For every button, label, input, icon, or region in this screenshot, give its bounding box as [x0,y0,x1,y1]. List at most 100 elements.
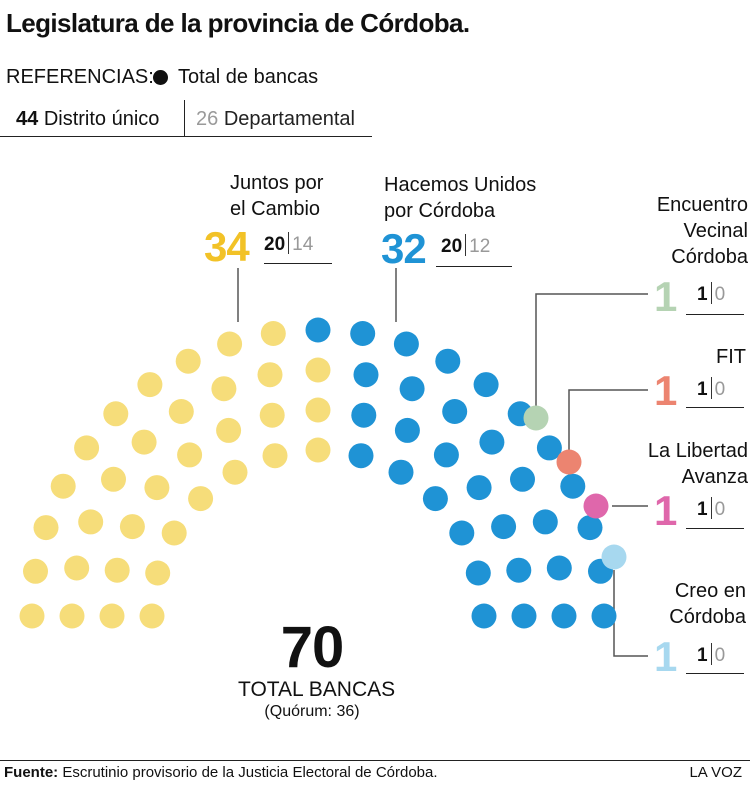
seat-juntos [104,557,130,583]
total-seats: 70 [280,615,345,680]
seat-hacemos [591,603,617,629]
departamental-juntos: 14 [292,234,314,255]
seat-juntos [103,401,129,427]
seat-hacemos [353,362,379,388]
legend-distrito: 44 Distrito único [16,108,159,131]
seat-hacemos [422,486,448,512]
footer-divider [0,760,750,761]
seat-juntos [19,603,45,629]
party-name-libertad-line1: La Libertad [647,440,748,462]
seat-hacemos [433,442,459,468]
departamental-libertad: 0 [714,499,726,520]
distrito-libertad: 1 [697,499,708,520]
party-name-hacemos-line2: por Córdoba [384,200,496,222]
seat-hacemos [551,603,577,629]
seat-juntos [161,520,187,546]
legend-total-label: Total de bancas [178,66,319,88]
seat-juntos [211,376,237,402]
seats-total-hacemos: 32 [381,225,427,272]
source-note: Fuente: Escrutinio provisorio de la Just… [4,764,438,781]
party-name-encuentro-line3: Córdoba [671,246,748,268]
departamental-hacemos: 12 [469,236,491,257]
seat-hacemos [348,443,374,469]
party-name-libertad-line2: Avanza [681,466,748,488]
seat-juntos [78,509,104,535]
seat-hacemos [506,557,532,583]
seat-juntos [168,399,194,424]
source-label: Fuente: [4,764,59,781]
seat-hacemos [465,560,491,586]
seat-hacemos [560,473,586,499]
seat-encuentro [523,405,549,431]
underline-hacemos [436,266,512,267]
legend-distrito-label: Distrito único [43,108,160,130]
party-name-libertad: La Libertad Avanza [620,438,748,490]
seat-juntos [74,435,100,461]
seat-juntos [99,603,125,629]
seat-juntos [137,372,163,398]
leader-encuentro [535,293,648,406]
seat-hacemos [388,459,414,485]
quorum-label: (Quórum: 36) [264,703,360,720]
party-name-hacemos-line1: Hacemos Unidos [384,174,537,196]
seat-creo [601,544,627,570]
seats-total-creo: 1 [654,633,677,680]
party-name-hacemos: Hacemos Unidos por Córdoba [384,172,536,224]
seat-hacemos [449,520,475,546]
seat-juntos [262,443,288,469]
total-label: TOTAL BANCAS [238,678,396,701]
party-name-juntos-line2: el Cambio [230,198,321,220]
seat-juntos [33,515,59,541]
seat-juntos [101,466,126,492]
seat-juntos [131,429,157,455]
seat-juntos [259,402,285,428]
party-name-juntos: Juntos por el Cambio [230,170,323,222]
party-name-encuentro-line1: Encuentro [656,194,748,216]
party-name-creo: Creo en Córdoba [640,578,746,630]
seat-hacemos [399,376,425,402]
seat-juntos [257,362,283,388]
seat-juntos [64,555,90,581]
underline-encuentro [686,314,744,315]
seat-hacemos [394,417,420,443]
legend-divider [184,100,185,137]
chart-title: Legislatura de la provincia de Córdoba. [6,8,470,38]
distrito-hacemos: 20 [441,236,463,257]
legend-departamental-value: 26 [196,108,219,130]
seat-juntos [305,357,331,383]
leader-fit [568,389,648,450]
seat-juntos [144,475,170,501]
seat-juntos [217,331,243,357]
seat-hacemos [577,515,603,541]
seat-juntos [59,603,85,629]
seat-juntos [216,417,242,443]
departamental-fit: 0 [714,379,726,400]
seats-total-libertad: 1 [654,487,677,534]
legend-underline [0,136,372,137]
seat-hacemos [532,509,558,535]
brand-label: LA VOZ [689,764,742,781]
distrito-creo: 1 [697,645,708,666]
party-name-juntos-line1: Juntos por [230,172,324,194]
seat-libertad [583,493,609,519]
seat-hacemos [511,603,537,629]
distrito-fit: 1 [697,379,708,400]
seat-hacemos [351,402,377,428]
seat-juntos [260,321,286,346]
seat-hacemos [546,555,572,581]
legend-dot-icon [153,70,168,85]
distrito-encuentro: 1 [697,284,708,305]
seat-hacemos [491,514,517,540]
seat-hacemos [473,372,499,398]
party-name-encuentro: Encuentro Vecinal Córdoba [640,192,748,270]
total-block: 70 TOTAL BANCAS (Quórum: 36) [238,615,396,722]
seat-juntos [222,459,248,485]
underline-juntos [264,263,332,264]
underline-libertad [686,528,744,529]
seat-hacemos [305,317,331,343]
seat-juntos [50,473,76,499]
